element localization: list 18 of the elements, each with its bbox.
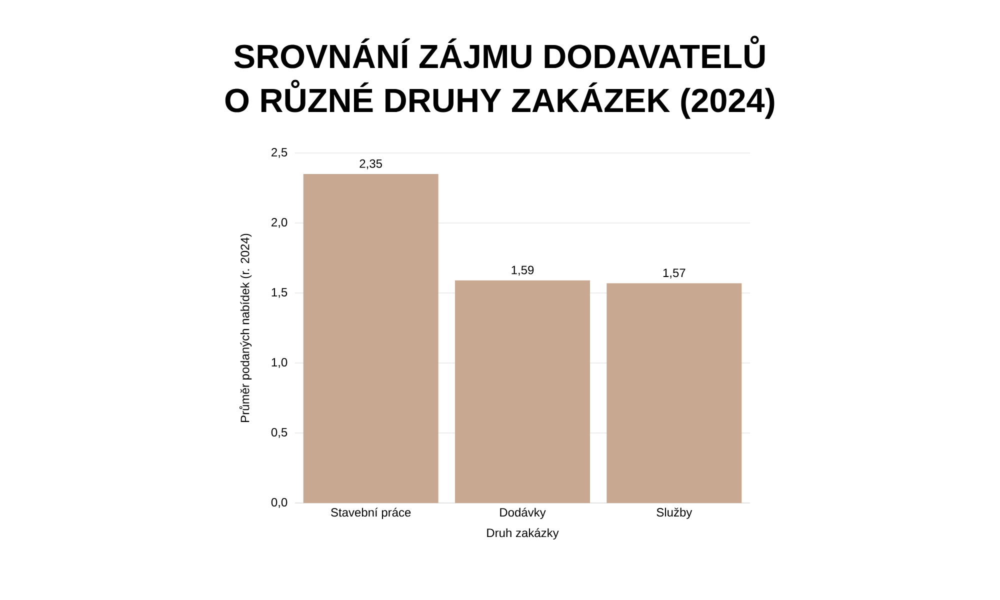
x-tick-label: Služby [656, 508, 692, 519]
y-axis-title: Průměr podaných nabídek (r. 2024) [239, 234, 252, 422]
y-tick-label: 0,0 [271, 498, 288, 508]
bar [455, 280, 590, 503]
y-tick-label: 1,0 [272, 358, 288, 368]
bar [606, 283, 742, 503]
y-tick-label: 1,5 [272, 288, 288, 298]
y-tick-label: 2,5 [272, 148, 288, 158]
x-tick-label: Stavební práce [331, 508, 411, 520]
bar [303, 174, 438, 503]
data-label: 2,35 [360, 159, 382, 170]
x-axis-title: Druh zakázky [487, 528, 559, 540]
y-tick-label: 2,0 [272, 218, 288, 228]
data-label: 1,59 [512, 266, 534, 276]
chart-title: SROVNÁNÍ ZÁJMU DODAVATELŮ O RŮZNÉ DRUHY ZAKÁZEK (2024) [225, 36, 774, 119]
y-tick-label: 0,5 [271, 428, 288, 438]
data-label: 1,57 [663, 268, 686, 278]
x-tick-label: Dodávky [500, 508, 546, 520]
